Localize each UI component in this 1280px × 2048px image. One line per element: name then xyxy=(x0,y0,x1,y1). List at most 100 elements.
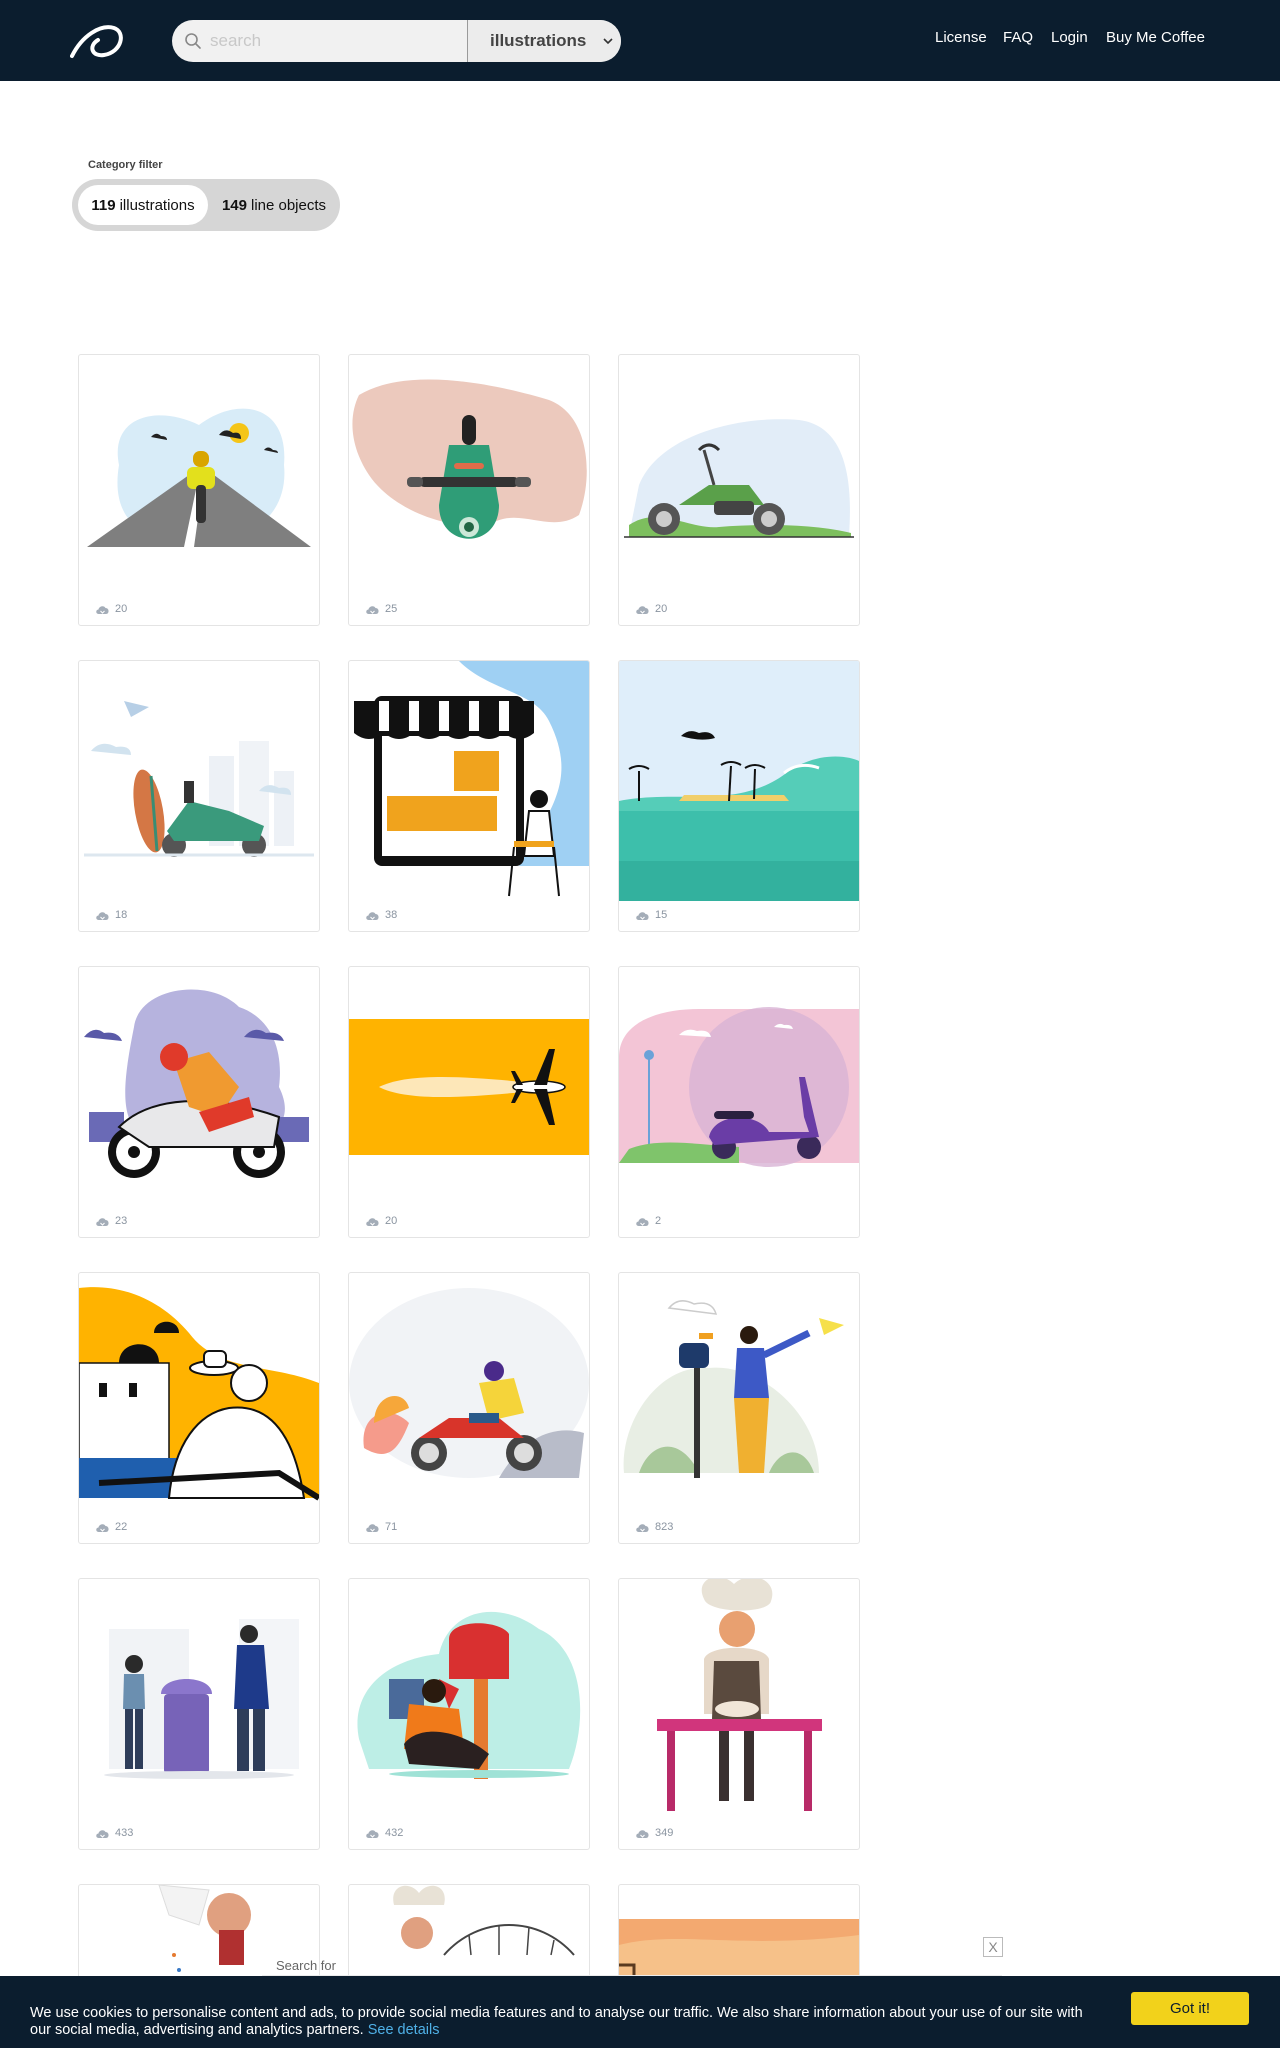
download-count: 22 xyxy=(95,1521,127,1533)
download-count: 38 xyxy=(365,909,397,921)
download-count: 20 xyxy=(95,603,127,615)
download-count-value: 18 xyxy=(115,909,128,921)
download-count-value: 433 xyxy=(115,1827,134,1839)
download-count: 432 xyxy=(365,1827,403,1839)
category-filter-title: Category filter xyxy=(88,159,163,171)
site-logo-icon[interactable] xyxy=(70,22,124,60)
nav-link-buy-me-coffee[interactable]: Buy Me Coffee xyxy=(1106,29,1205,46)
cookie-details-link[interactable]: See details xyxy=(367,2022,440,2038)
cloud-download-icon xyxy=(636,1829,649,1838)
download-count-value: 432 xyxy=(385,1827,404,1839)
illustration-card[interactable]: 22 xyxy=(78,1272,320,1544)
filter-pill-illustrations[interactable]: 119 illustrations xyxy=(78,185,208,225)
illustration-card[interactable]: 349 xyxy=(618,1578,860,1850)
cookie-accept-button[interactable]: Got it! xyxy=(1131,1992,1249,2025)
chef-bridge-illustration xyxy=(393,1885,575,1956)
download-count: 18 xyxy=(95,909,127,921)
download-count: 71 xyxy=(365,1521,397,1533)
download-count-value: 71 xyxy=(385,1521,398,1533)
illustration-card[interactable]: 20 xyxy=(618,354,860,626)
download-count: 433 xyxy=(95,1827,133,1839)
cookie-message: We use cookies to personalise content an… xyxy=(30,2005,1090,2039)
cloud-download-icon xyxy=(636,911,649,920)
download-count-value: 38 xyxy=(385,909,398,921)
download-count-value: 15 xyxy=(655,909,668,921)
ad-search-label: Search for xyxy=(276,1958,336,1973)
download-count: 20 xyxy=(635,603,667,615)
illustration-card[interactable]: 823 xyxy=(618,1272,860,1544)
download-count: 2 xyxy=(635,1215,661,1227)
download-count: 20 xyxy=(365,1215,397,1227)
cloud-download-icon xyxy=(366,1217,379,1226)
online-shop-tablet-illustration xyxy=(354,661,589,897)
filter-label: line objects xyxy=(250,196,327,214)
santorini-couple-illustration xyxy=(79,1287,319,1501)
chopper-motorcycle-illustration xyxy=(624,419,854,538)
download-count-value: 22 xyxy=(115,1521,128,1533)
airplane-yellow-sky-illustration xyxy=(349,1019,589,1155)
desert-frame-illustration xyxy=(619,1919,859,1983)
download-count-value: 20 xyxy=(115,603,128,615)
cookie-banner: We use cookies to personalise content an… xyxy=(0,1976,1280,2048)
download-count-value: 23 xyxy=(115,1215,128,1227)
man-sitting-mailbox-illustration xyxy=(357,1611,581,1779)
chef-salting-illustration xyxy=(158,1885,251,1982)
filter-pill-line-objects[interactable]: 149 line objects xyxy=(212,185,336,225)
illustration-card[interactable]: 15 xyxy=(618,660,860,932)
download-count-value: 20 xyxy=(655,603,668,615)
cloud-download-icon xyxy=(366,1523,379,1532)
cookie-message-text: We use cookies to personalise content an… xyxy=(30,2005,1083,2038)
category-select[interactable]: illustrations xyxy=(467,20,621,62)
filter-label: illustrations xyxy=(119,196,195,214)
download-count-value: 823 xyxy=(655,1521,674,1533)
download-count: 23 xyxy=(95,1215,127,1227)
cloud-download-icon xyxy=(636,1217,649,1226)
beach-wave-illustration xyxy=(619,661,859,901)
motorcycle-rider-gray-illustration xyxy=(349,1288,589,1478)
chef-kneading-dough-illustration xyxy=(657,1579,822,1811)
search-input[interactable] xyxy=(210,20,460,62)
category-filter: 119 illustrations 149 line objects xyxy=(72,179,340,231)
motorbike-road-illustration xyxy=(87,408,311,547)
filter-count: 149 xyxy=(221,196,247,214)
cloud-download-icon xyxy=(636,605,649,614)
illustration-card[interactable]: 20 xyxy=(78,354,320,626)
illustration-card[interactable]: 2 xyxy=(618,966,860,1238)
illustration-card[interactable]: 71 xyxy=(348,1272,590,1544)
nav-link-faq[interactable]: FAQ xyxy=(1003,29,1034,46)
illustration-card[interactable]: 38 xyxy=(348,660,590,932)
download-count-value: 2 xyxy=(655,1215,662,1227)
illustration-card[interactable]: 18 xyxy=(78,660,320,932)
category-select-value: illustrations xyxy=(490,31,587,50)
cloud-download-icon xyxy=(96,1523,109,1532)
illustration-card[interactable]: 25 xyxy=(348,354,590,626)
download-count-value: 20 xyxy=(385,1215,398,1227)
download-count: 823 xyxy=(635,1521,673,1533)
scooter-surfboard-city-illustration xyxy=(84,701,314,857)
illustration-card[interactable] xyxy=(78,1884,320,1984)
illustration-card[interactable] xyxy=(618,1884,860,1984)
download-count: 15 xyxy=(635,909,667,921)
top-navigation-bar: illustrations License FAQ Login Buy Me C… xyxy=(0,0,1280,81)
ad-banner[interactable]: Search for xyxy=(262,1957,1002,1977)
cloud-download-icon xyxy=(96,911,109,920)
scooter-top-view-illustration xyxy=(352,379,587,539)
nav-link-license[interactable]: License xyxy=(935,29,987,46)
cloud-download-icon xyxy=(366,1829,379,1838)
illustration-card[interactable]: 432 xyxy=(348,1578,590,1850)
cloud-download-icon xyxy=(96,605,109,614)
download-count: 25 xyxy=(365,603,397,615)
illustration-card[interactable]: 23 xyxy=(78,966,320,1238)
cloud-download-icon xyxy=(96,1217,109,1226)
illustration-card[interactable]: 433 xyxy=(78,1578,320,1850)
ad-close-button[interactable]: X xyxy=(983,1937,1003,1957)
nav-link-login[interactable]: Login xyxy=(1051,29,1088,46)
ad-divider xyxy=(262,1975,1002,1976)
cloud-download-icon xyxy=(366,911,379,920)
post-box-people-illustration xyxy=(104,1619,299,1779)
download-count: 349 xyxy=(635,1827,673,1839)
purple-scooter-pink-sky-illustration xyxy=(619,1007,859,1167)
filter-count: 119 xyxy=(91,196,116,214)
illustration-card[interactable]: 20 xyxy=(348,966,590,1238)
search-bar: illustrations xyxy=(172,20,621,62)
